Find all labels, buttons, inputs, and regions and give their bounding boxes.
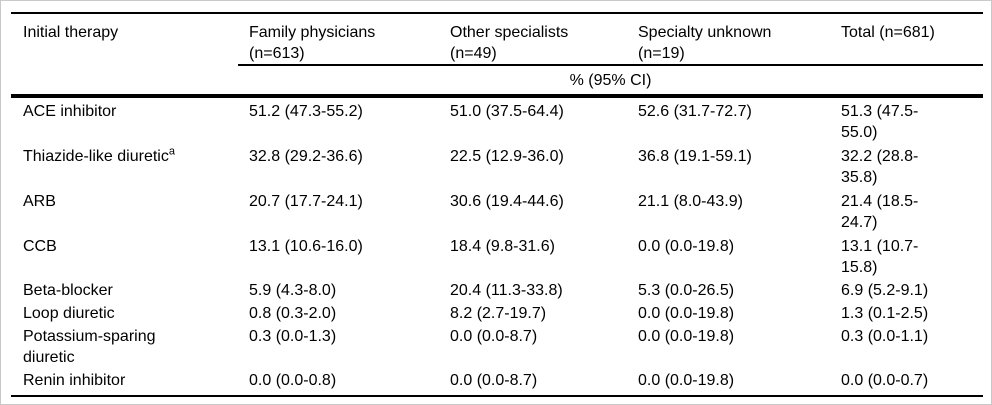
table-row: Loop diuretic 0.8 (0.3-2.0) 8.2 (2.7-19.7)… [11, 301, 983, 324]
table-row: Potassium-sparing diuretic 0.3 (0.0-1.3) 0… [11, 324, 983, 368]
column-header-family-physicians: Family physicians (n=613) [238, 13, 439, 66]
value-cell: 21.4 (18.5-24.7) [841, 193, 919, 231]
value-cell: 5.9 (4.3-8.0) [249, 282, 337, 299]
table-row: Beta-blocker 5.9 (4.3-8.0) 20.4 (11.3-33.8… [11, 278, 983, 301]
value-cell: 32.2 (28.8-35.8) [841, 148, 919, 186]
value-cell: 21.1 (8.0-43.9) [638, 193, 743, 210]
table-row: ARB 20.7 (17.7-24.1) 30.6 (19.4-44.6) 21.1 … [11, 188, 983, 233]
therapy-label: ACE inhibitor [23, 103, 117, 120]
value-cell: 51.2 (47.3-55.2) [249, 103, 363, 120]
column-header-row: Initial therapy Family physicians (n=613… [11, 13, 983, 66]
value-cell: 13.1 (10.6-16.0) [249, 238, 363, 255]
value-cell: 0.0 (0.0-0.8) [249, 372, 337, 389]
value-cell: 22.5 (12.9-36.0) [450, 148, 564, 165]
percent-ci-spanning-header: % (95% CI) [238, 65, 983, 98]
table-row: ACE inhibitor 51.2 (47.3-55.2) 51.0 (37.5-… [11, 96, 983, 143]
column-header-total: Total (n=681) [830, 13, 983, 66]
table-row: CCB 13.1 (10.6-16.0) 18.4 (9.8-31.6) 0.0 (0… [11, 233, 983, 278]
value-cell: 0.0 (0.0-19.8) [638, 238, 735, 255]
value-cell: 20.7 (17.7-24.1) [249, 193, 363, 210]
value-cell: 13.1 (10.7-15.8) [841, 238, 919, 276]
value-cell: 36.8 (19.1-59.1) [638, 148, 752, 165]
table-body: ACE inhibitor 51.2 (47.3-55.2) 51.0 (37.5-… [11, 96, 983, 396]
value-cell: 0.0 (0.0-19.8) [638, 305, 735, 322]
column-header-other-specialists: Other specialists (n=49) [439, 13, 627, 66]
value-cell: 0.0 (0.0-8.7) [450, 328, 538, 345]
value-cell: 0.8 (0.3-2.0) [249, 305, 337, 322]
value-cell: 0.3 (0.0-1.3) [249, 328, 337, 345]
therapy-label: Potassium-sparing diuretic [23, 328, 156, 366]
therapy-label: Renin inhibitor [23, 372, 126, 389]
value-cell: 0.3 (0.0-1.1) [841, 328, 929, 345]
column-header-specialty-unknown: Specialty unknown (n=19) [627, 13, 830, 66]
spanning-header-spacer [11, 65, 238, 98]
therapy-label: Beta-blocker [23, 282, 113, 299]
therapy-label: Thiazide-like diuretica [23, 145, 175, 165]
value-cell: 18.4 (9.8-31.6) [450, 238, 555, 255]
value-cell: 8.2 (2.7-19.7) [450, 305, 547, 322]
footnote-marker: a [168, 145, 175, 158]
table-row: Renin inhibitor 0.0 (0.0-0.8) 0.0 (0.0-8.7… [11, 368, 983, 396]
value-cell: 0.0 (0.0-0.7) [841, 372, 929, 389]
value-cell: 30.6 (19.4-44.6) [450, 193, 564, 210]
spanning-header-row: % (95% CI) [11, 65, 983, 98]
value-cell: 51.0 (37.5-64.4) [450, 103, 564, 120]
value-cell: 51.3 (47.5-55.0) [841, 103, 919, 141]
value-cell: 5.3 (0.0-26.5) [638, 282, 735, 299]
therapy-label: CCB [23, 238, 57, 255]
value-cell: 0.0 (0.0-19.8) [638, 328, 735, 345]
table-row: Thiazide-like diuretica 32.8 (29.2-36.6) 2… [11, 143, 983, 188]
value-cell: 20.4 (11.3-33.8) [450, 282, 563, 299]
value-cell: 6.9 (5.2-9.1) [841, 282, 929, 299]
therapy-label: ARB [23, 193, 56, 210]
table-header: Initial therapy Family physicians (n=613… [11, 13, 983, 98]
value-cell: 1.3 (0.1-2.5) [841, 305, 929, 322]
therapy-label: Loop diuretic [23, 305, 115, 322]
value-cell: 52.6 (31.7-72.7) [638, 103, 752, 120]
value-cell: 32.8 (29.2-36.6) [249, 148, 363, 165]
value-cell: 0.0 (0.0-8.7) [450, 372, 538, 389]
therapy-table: Initial therapy Family physicians (n=613… [11, 12, 983, 397]
column-header-initial-therapy: Initial therapy [23, 24, 119, 41]
table-container: Initial therapy Family physicians (n=613… [11, 12, 983, 397]
value-cell: 0.0 (0.0-19.8) [638, 372, 735, 389]
